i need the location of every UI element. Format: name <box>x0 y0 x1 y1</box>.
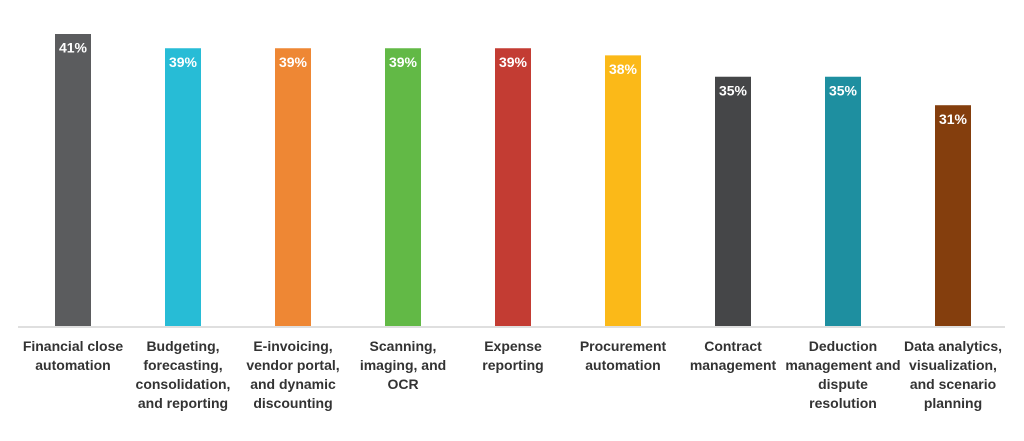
bar <box>605 55 641 327</box>
value-label: 39% <box>169 54 198 70</box>
value-label: 41% <box>59 40 88 56</box>
value-label: 39% <box>499 54 528 70</box>
x-tick-label: Expense reporting <box>482 338 544 373</box>
x-tick-label: Budgeting, forecasting, consolidation, a… <box>135 338 231 411</box>
x-tick-label: E-invoicing, vendor portal, and dynamic … <box>246 338 340 411</box>
x-tick-label: Data analytics, visualization, and scena… <box>903 338 1003 411</box>
x-tick-label: Procurement automation <box>579 338 667 373</box>
value-label: 39% <box>389 54 418 70</box>
bar <box>385 48 421 327</box>
bar <box>715 76 751 326</box>
bar <box>495 48 531 327</box>
value-label: 35% <box>719 82 748 98</box>
x-tick-label: Contract management <box>689 338 777 373</box>
x-tick-label: Financial close automation <box>22 338 124 373</box>
bar <box>55 34 91 326</box>
bar <box>825 76 861 326</box>
bar <box>165 48 201 327</box>
bar <box>935 105 971 326</box>
value-label: 39% <box>279 54 308 70</box>
value-label: 31% <box>939 111 968 127</box>
value-label: 38% <box>609 61 638 77</box>
x-tick-label: Deduction management and dispute resolut… <box>785 338 901 411</box>
value-label: 35% <box>829 82 858 98</box>
bar <box>275 48 311 327</box>
x-tick-label: Scanning, imaging, and OCR <box>359 338 447 392</box>
